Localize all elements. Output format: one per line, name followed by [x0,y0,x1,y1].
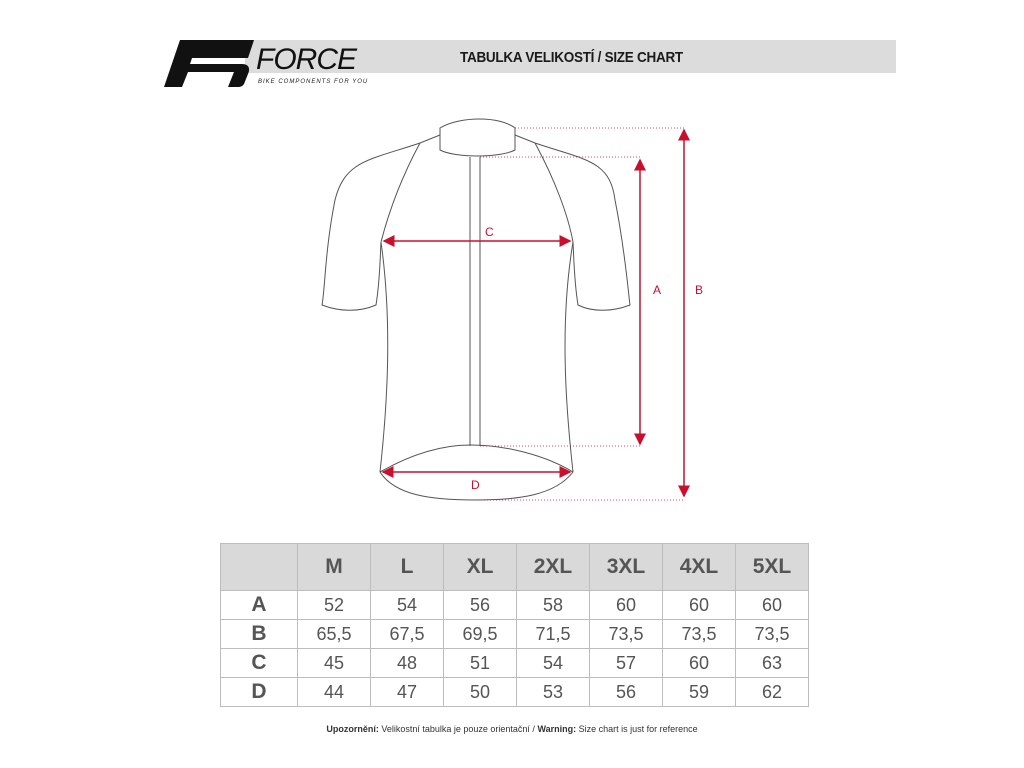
table-cell: 62 [735,677,809,707]
size-header: L [370,543,444,591]
brand-tagline: BIKE COMPONENTS FOR YOU [258,79,369,85]
table-cell: 51 [443,648,517,678]
table-cell: 63 [735,648,809,678]
table-cell: 73,5 [662,619,736,649]
corner-cell [220,543,298,591]
table-cell: 67,5 [370,619,444,649]
size-table: M L XL 2XL 3XL 4XL 5XL A 52 54 56 58 60 60 60 B 6… [220,543,809,707]
label-a: A [653,283,661,297]
table-row: D 44 47 50 53 56 59 62 [220,677,809,707]
page-title: TABULKA VELIKOSTÍ / SIZE CHART [460,49,683,66]
size-header: 3XL [589,543,663,591]
table-cell: 73,5 [589,619,663,649]
warning-cz-text: Velikostní tabulka je pouze orientační / [378,724,538,734]
table-cell: 56 [589,677,663,707]
table-cell: 60 [662,648,736,678]
table-cell: 54 [370,590,444,620]
warning-en-label: Warning: [537,724,577,734]
table-cell: 44 [297,677,371,707]
table-cell: 54 [516,648,590,678]
label-c: C [485,225,494,239]
warning-en-text: Size chart is just for reference [576,724,698,734]
size-header: XL [443,543,517,591]
table-row: A 52 54 56 58 60 60 60 [220,590,809,620]
table-cell: 58 [516,590,590,620]
label-d: D [471,478,480,492]
size-header: 4XL [662,543,736,591]
table-cell: 53 [516,677,590,707]
table-cell: 65,5 [297,619,371,649]
table-row: B 65,5 67,5 69,5 71,5 73,5 73,5 73,5 [220,619,809,649]
warning-note: Upozornění: Velikostní tabulka je pouze … [0,724,1024,735]
table-cell: 52 [297,590,371,620]
label-b: B [695,283,703,297]
table-cell: 59 [662,677,736,707]
table-cell: 50 [443,677,517,707]
table-cell: 57 [589,648,663,678]
table-cell: 48 [370,648,444,678]
force-logo-icon [164,40,254,87]
row-label: D [220,677,298,707]
size-header: 2XL [516,543,590,591]
table-cell: 45 [297,648,371,678]
warning-cz-label: Upozornění: [326,724,379,734]
table-cell: 60 [662,590,736,620]
row-label: A [220,590,298,620]
table-cell: 60 [735,590,809,620]
table-row: C 45 48 51 54 57 60 63 [220,648,809,678]
size-header: M [297,543,371,591]
table-cell: 47 [370,677,444,707]
table-cell: 56 [443,590,517,620]
table-cell: 60 [589,590,663,620]
brand-name: FORCE [256,43,357,76]
table-cell: 71,5 [516,619,590,649]
size-header: 5XL [735,543,809,591]
jersey-outline [321,118,631,501]
table-cell: 73,5 [735,619,809,649]
table-cell: 69,5 [443,619,517,649]
row-label: C [220,648,298,678]
row-label: B [220,619,298,649]
jersey-diagram: C D A B [321,118,703,501]
header-row: M L XL 2XL 3XL 4XL 5XL [220,543,809,591]
title-banner [245,40,896,73]
